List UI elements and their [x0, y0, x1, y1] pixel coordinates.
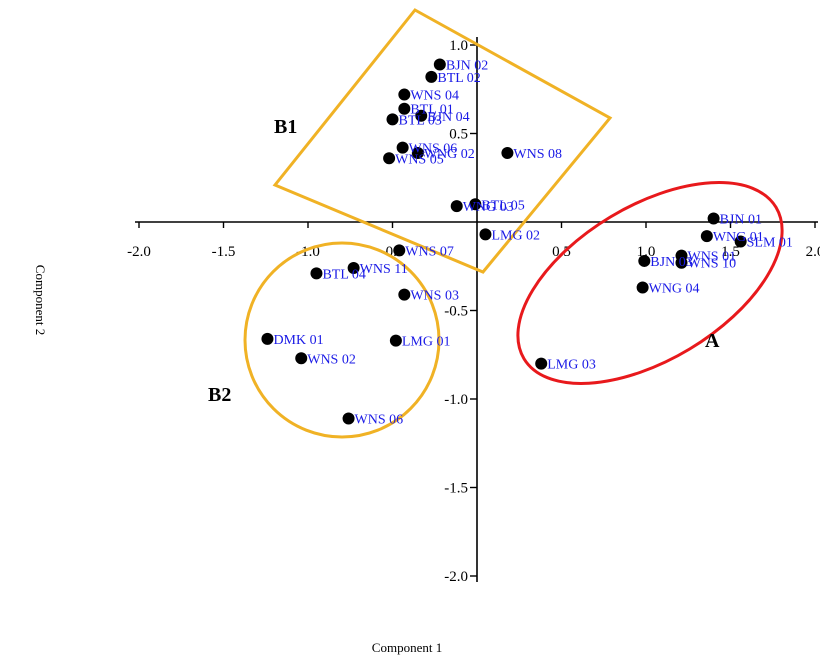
axes: -2.0-1.5-1.0-0.50.51.01.52.01.00.5-0.5-1… [127, 37, 820, 585]
point-label: BJN 02 [446, 58, 488, 73]
data-point [398, 288, 411, 301]
x-tick-label: 2.0 [806, 244, 820, 260]
data-point [479, 228, 492, 241]
point-label: BTL 04 [322, 267, 365, 282]
group-a-outline [516, 181, 784, 385]
point-label: WNG 03 [463, 200, 514, 215]
x-axis-title: Component 1 [372, 640, 442, 655]
data-point [261, 332, 274, 345]
point-label: LMG 01 [402, 335, 451, 350]
data-point [295, 352, 308, 365]
point-label: BTL 02 [437, 71, 480, 86]
x-tick-label: -2.0 [127, 244, 151, 260]
data-point [535, 357, 548, 370]
point-label: DMK 01 [273, 333, 323, 348]
point-label: WNS 06 [355, 412, 404, 427]
x-tick-label: -1.5 [212, 244, 236, 260]
data-point [707, 212, 720, 225]
point-label: WNS 06 [409, 142, 458, 157]
group-label-a: A [705, 330, 720, 352]
data-point [700, 230, 713, 243]
x-tick-label: 1.5 [721, 244, 740, 260]
data-point [411, 146, 424, 159]
data-point [450, 200, 463, 213]
data-point [469, 198, 482, 211]
group-label-b2: B2 [208, 384, 231, 406]
point-label: SLM 01 [747, 235, 793, 250]
point-label: BJN 03 [650, 255, 692, 270]
data-points [261, 58, 747, 425]
y-tick-label: -2.0 [444, 569, 468, 585]
data-point [636, 281, 649, 294]
point-label: WNS 03 [410, 289, 459, 304]
point-label: WNG 04 [649, 281, 700, 296]
point-label: WNS 08 [513, 147, 562, 162]
point-label: WNS 02 [307, 352, 356, 367]
data-point [675, 256, 688, 269]
group-b2-outline [243, 241, 441, 439]
point-label: BTL 01 [410, 103, 453, 118]
y-tick-label: 1.0 [449, 38, 468, 54]
point-label: BTL 05 [481, 198, 524, 213]
data-point [310, 267, 323, 280]
data-point [398, 102, 411, 115]
data-point [393, 244, 406, 257]
group-label-b1: B1 [274, 116, 297, 138]
point-label: WNG 01 [713, 230, 764, 245]
point-label: BJN 01 [720, 212, 762, 227]
data-point [386, 113, 399, 126]
data-point [398, 88, 411, 101]
y-tick-label: 0.5 [449, 127, 468, 143]
point-label: BJN 04 [427, 110, 469, 125]
point-label: WNS 05 [395, 152, 444, 167]
data-point [389, 334, 402, 347]
y-tick-label: -1.0 [444, 392, 468, 408]
data-point [396, 141, 409, 154]
data-point [638, 254, 651, 267]
data-point [383, 152, 396, 165]
data-point [415, 109, 428, 122]
point-label: WNS 04 [410, 89, 459, 104]
point-label: WNS 10 [687, 257, 736, 272]
data-point [734, 235, 747, 248]
point-label: WNS 11 [360, 262, 408, 277]
data-point [347, 262, 360, 275]
data-point [433, 58, 446, 71]
group-b1-outline [272, 8, 613, 274]
y-tick-label: -0.5 [444, 304, 468, 320]
group-outlines [243, 8, 784, 439]
point-label: LMG 02 [491, 228, 540, 243]
data-point [501, 146, 514, 159]
point-label: LMG 03 [547, 358, 596, 373]
y-tick-label: -1.5 [444, 481, 468, 497]
point-label: WNS 07 [405, 244, 454, 259]
point-label: BTL 03 [399, 113, 442, 128]
point-label: WNG 02 [424, 147, 475, 162]
data-point [342, 412, 355, 425]
data-point [425, 70, 438, 83]
y-axis-title: Component 2 [33, 265, 48, 335]
point-label: WNS 01 [687, 250, 736, 265]
